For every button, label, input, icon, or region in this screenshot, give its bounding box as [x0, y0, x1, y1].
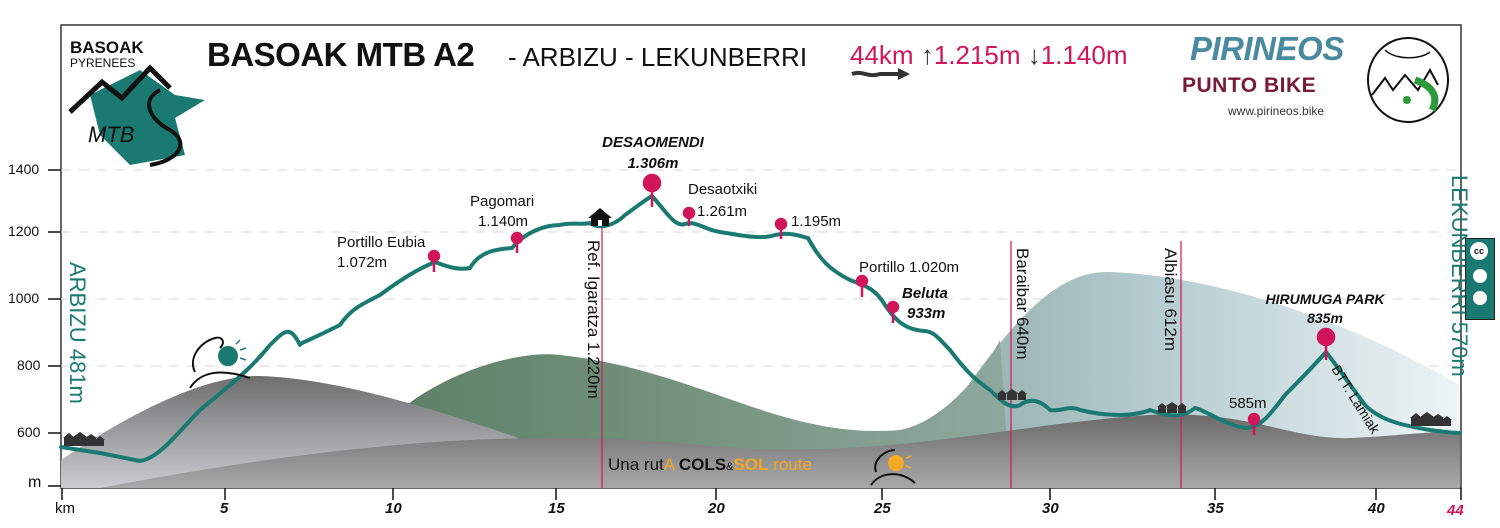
- x-tick-25: 25: [874, 500, 891, 517]
- hill-gray-bottom: [100, 414, 1460, 488]
- label-portillo-eubia-h: 1.072m: [337, 254, 388, 271]
- x-tick-40: 40: [1368, 500, 1385, 517]
- brand-punto-bike: PUNTO BIKE: [1182, 74, 1317, 97]
- y-tick-1400: 1400: [8, 161, 40, 177]
- direction-arrow-icon: [851, 70, 898, 78]
- label-pagomari-h: 1.140m: [478, 213, 529, 230]
- logo-pyrenees: PYRENEES: [70, 56, 136, 70]
- route-title: BASOAK MTB A2: [207, 36, 475, 73]
- label-desaomendi-h: 1.306m: [627, 155, 679, 172]
- cc-icon: cc: [1470, 242, 1488, 260]
- pirineos-circle-logo: [1367, 37, 1449, 123]
- waypoint-markers: [427, 173, 1336, 435]
- brand-url[interactable]: www.pirineos.bike: [1228, 104, 1325, 118]
- label-1195: 1.195m: [791, 213, 842, 230]
- x-tick-35: 35: [1207, 500, 1224, 517]
- label-desaomendi: DESAOMENDI: [602, 134, 704, 151]
- label-beluta-h: 933m: [907, 305, 946, 322]
- distance-value: 44km: [850, 40, 914, 70]
- by-icon: [1473, 269, 1487, 283]
- label-baraibar: Baraibar 640m: [1013, 248, 1032, 360]
- x-tick-15: 15: [548, 500, 565, 517]
- tagline-part: SOL: [733, 455, 769, 474]
- x-tick-km: km: [55, 500, 75, 517]
- route-subtitle: - ARBIZU - LEKUNBERRI: [508, 42, 808, 72]
- label-desaotxiki: Desaotxiki: [688, 181, 758, 198]
- y-tick-1200: 1200: [8, 223, 40, 239]
- refuge-hut-icon: [588, 208, 612, 226]
- marker-hirumuga: [1316, 327, 1336, 347]
- label-portillo-eubia: Portillo Eubia: [337, 234, 426, 251]
- label-beluta: Beluta: [902, 285, 948, 302]
- village-icon-lekunberri: [1410, 412, 1452, 426]
- x-tick-44: 44: [1447, 502, 1464, 519]
- y-tick-600: 600: [17, 424, 41, 440]
- village-icon-arbizu: [63, 432, 105, 446]
- y-tick-800: 800: [17, 357, 41, 373]
- route-elevation-line: [59, 194, 1462, 463]
- y-tick-m: m: [28, 474, 42, 491]
- label-albiasu: Albiasu 612m: [1161, 248, 1180, 352]
- label-hirumuga-h: 835m: [1307, 310, 1343, 326]
- route-stats: 44km ↑1.215m ↓1.140m: [850, 40, 1128, 71]
- label-hirumuga: HIRUMUGA PARK: [1265, 291, 1385, 307]
- village-icon-baraibar: [997, 389, 1027, 400]
- ascent-value: 1.215m: [933, 40, 1021, 70]
- descent-icon: ↓: [1027, 40, 1041, 70]
- start-label-arbizu: ARBIZU 481m: [65, 262, 90, 404]
- x-tick-30: 30: [1042, 500, 1059, 517]
- cols-sol-tagline: Una rutA COLS&SOL route: [608, 455, 812, 475]
- label-pagomari: Pagomari: [470, 193, 535, 210]
- label-desaotxiki-h: 1.261m: [697, 203, 748, 220]
- logo-basoak: BASOAK: [70, 38, 144, 57]
- tagline-part: route: [773, 455, 812, 474]
- marker-pagomari: [510, 231, 524, 245]
- tagline-part: COLS: [678, 455, 727, 474]
- tagline-part: &: [726, 461, 734, 473]
- marker-portillo: [855, 274, 869, 288]
- brand-pirineos: PIRINEOS: [1190, 30, 1344, 67]
- cyclist-icon-orange: [870, 449, 916, 486]
- marker-585: [1247, 412, 1261, 426]
- nc-icon: [1473, 291, 1487, 305]
- marker-1195: [774, 217, 788, 231]
- x-tick-5: 5: [220, 500, 229, 517]
- marker-beluta: [886, 300, 900, 314]
- x-tick-10: 10: [385, 500, 402, 517]
- logo-mtb: MTB: [88, 122, 135, 147]
- descent-value: 1.140m: [1040, 40, 1128, 70]
- marker-portillo-eubia: [427, 249, 441, 263]
- marker-desaomendi: [642, 173, 662, 193]
- ascent-icon: ↑: [920, 40, 934, 70]
- village-icons: [63, 389, 1452, 446]
- marker-desaotxiki: [682, 206, 696, 220]
- label-ref-igaratza: Ref. Igaratza 1.220m: [584, 240, 603, 399]
- y-tick-1000: 1000: [8, 290, 40, 306]
- reference-lines: [601, 222, 1182, 488]
- village-icon-albiasu: [1157, 402, 1187, 413]
- basoak-mtb-logo: [68, 64, 205, 167]
- tagline-part: A: [663, 455, 675, 474]
- cc-license-badge[interactable]: cc: [1465, 238, 1495, 320]
- label-585: 585m: [1229, 395, 1267, 412]
- x-tick-20: 20: [708, 500, 725, 517]
- label-portillo: Portillo 1.020m: [859, 259, 960, 276]
- tagline-part: Una rut: [608, 455, 664, 474]
- cyclist-icon-teal: [189, 336, 251, 389]
- axis-ticks: [48, 169, 1462, 500]
